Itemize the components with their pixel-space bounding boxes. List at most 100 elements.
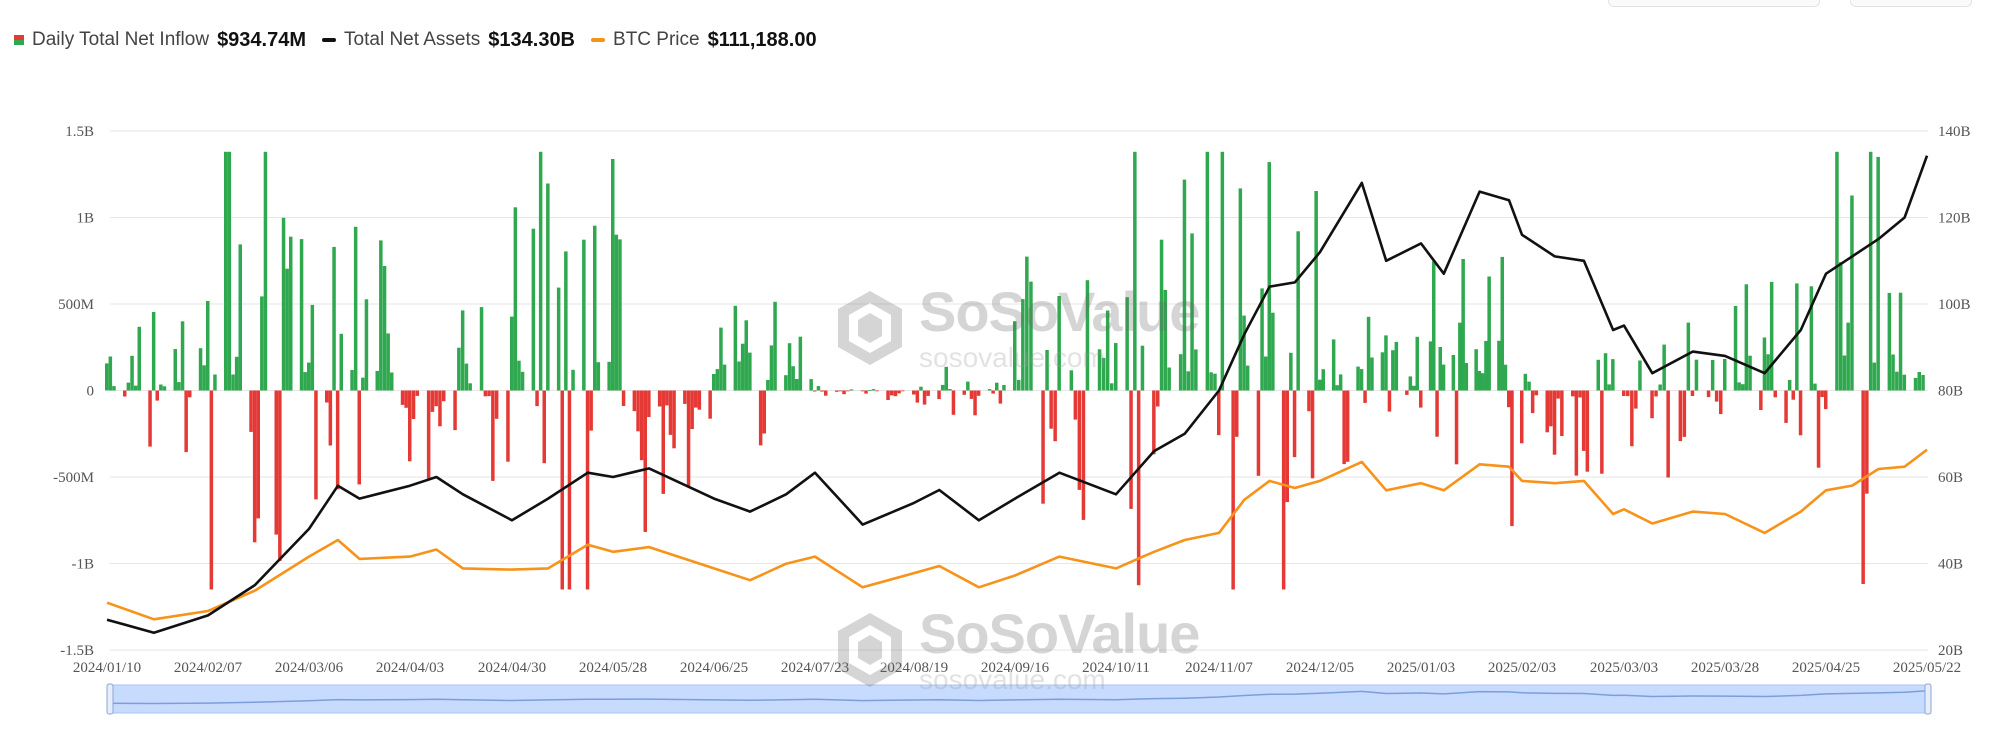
- outflow-bar: [1682, 390, 1687, 437]
- outflow-bar: [1552, 390, 1557, 455]
- inflow-bar: [593, 225, 597, 391]
- inflow-bar: [1069, 370, 1074, 391]
- inflow-bar: [1105, 310, 1110, 391]
- inflow-bar: [1902, 374, 1907, 391]
- inflow-bar: [457, 347, 461, 391]
- inflow-bar: [611, 159, 615, 391]
- outflow-bar: [694, 390, 698, 408]
- outflow-bar: [1507, 390, 1511, 408]
- inflow-bar: [1850, 195, 1854, 391]
- outflow-bar: [535, 390, 539, 407]
- range-navigator[interactable]: [106, 683, 1932, 715]
- inflow-bar: [1002, 385, 1006, 391]
- outflow-bar: [962, 390, 966, 395]
- inflow-bar: [773, 301, 777, 391]
- inflow-bar: [130, 355, 134, 391]
- x-axis-tick-label: 2025/03/03: [1590, 660, 1658, 676]
- outflow-bar: [442, 390, 446, 402]
- outflow-bar: [1081, 390, 1086, 520]
- legend-total-net-assets[interactable]: Total Net Assets $134.30B: [322, 29, 575, 52]
- inflow-bar: [948, 389, 952, 391]
- inflow-bar: [112, 386, 116, 391]
- inflow-bar: [1331, 339, 1336, 391]
- outflow-bar: [1545, 390, 1549, 433]
- inflow-bar: [1045, 350, 1049, 391]
- navigator-right-handle[interactable]: [1924, 683, 1932, 715]
- inflow-bar: [520, 371, 525, 391]
- outflow-bar: [1824, 390, 1828, 410]
- navigator-left-handle[interactable]: [106, 683, 114, 715]
- outflow-bar: [926, 390, 930, 396]
- inflow-bar: [1895, 371, 1899, 391]
- outflow-bar: [1798, 390, 1803, 436]
- outflow-bar: [998, 390, 1003, 404]
- inflow-bar: [105, 363, 109, 391]
- inflow-bar: [238, 244, 242, 391]
- outflow-bar: [875, 390, 879, 392]
- outflow-bar: [860, 390, 865, 392]
- inflow-bar: [1245, 365, 1250, 391]
- inflow-bar: [332, 246, 336, 391]
- outflow-bar: [1714, 390, 1719, 402]
- inflow-bar: [1314, 191, 1318, 391]
- inflow-bar: [263, 151, 268, 391]
- outflow-bar: [1136, 390, 1141, 586]
- outflow-bar: [1630, 390, 1634, 447]
- outflow-bar: [893, 390, 898, 397]
- inflow-bar: [108, 356, 113, 391]
- inflow-bar: [1025, 256, 1029, 391]
- inflow-bar: [468, 383, 472, 391]
- inflow-bar: [1163, 290, 1168, 391]
- x-axis-tick-label: 2025/03/28: [1691, 660, 1759, 676]
- inflow-bar: [1872, 362, 1877, 391]
- chart-legend: Daily Total Net Inflow $934.74M Total Ne…: [14, 22, 817, 58]
- inflow-bar: [1477, 371, 1482, 391]
- outflow-bar: [256, 390, 260, 519]
- inflow-bar: [133, 385, 138, 391]
- inflow-bar: [1868, 151, 1873, 391]
- outflow-bar: [1820, 390, 1824, 397]
- legend-net-inflow[interactable]: Daily Total Net Inflow $934.74M: [14, 29, 306, 52]
- legend-btc-price[interactable]: BTC Price $111,188.00: [591, 29, 817, 52]
- inflow-bar: [995, 382, 999, 391]
- inflow-bar: [940, 384, 945, 391]
- outflow-bar: [697, 390, 702, 410]
- inflow-bar: [386, 333, 390, 391]
- outflow-bar: [1560, 390, 1564, 436]
- inflow-bar: [607, 361, 611, 391]
- outflow-bar: [690, 390, 694, 429]
- inflow-bar: [596, 362, 601, 391]
- outflow-bar: [1307, 390, 1311, 412]
- inflow-bar: [1795, 283, 1799, 391]
- outflow-bar: [1574, 390, 1579, 476]
- inflow-bar: [1335, 385, 1339, 391]
- outflow-bar: [657, 390, 662, 407]
- outflow-bar: [683, 390, 687, 404]
- outflow-bar: [494, 390, 499, 419]
- inflow-bar: [722, 364, 727, 391]
- outflow-bar: [1773, 390, 1777, 398]
- legend-label: Total Net Assets: [344, 29, 481, 50]
- outflow-bar: [1600, 390, 1604, 474]
- outflow-bar: [1534, 390, 1539, 396]
- inflow-bar: [737, 361, 741, 391]
- outflow-bar: [1578, 390, 1582, 398]
- inflow-bar: [281, 217, 286, 391]
- inflow-bar: [1500, 256, 1504, 391]
- outflow-bar: [1073, 390, 1078, 420]
- x-axis-tick-label: 2025/01/03: [1387, 660, 1455, 676]
- inflow-bar: [285, 268, 289, 391]
- inflow-bar: [464, 363, 469, 391]
- inflow-bar: [1710, 360, 1715, 391]
- inflow-bar: [303, 372, 307, 391]
- inflow-bar: [1021, 299, 1025, 391]
- inflow-bar: [517, 360, 521, 391]
- inflow-bar: [1487, 276, 1491, 391]
- inflow-bar: [1917, 372, 1921, 391]
- inflow-bar: [1384, 335, 1388, 391]
- inflow-bar: [227, 151, 232, 391]
- inflow-bar: [1441, 364, 1446, 391]
- inflow-bar: [234, 356, 239, 391]
- x-axis-tick-label: 2024/09/16: [981, 660, 1050, 676]
- outflow-bar: [1549, 390, 1553, 427]
